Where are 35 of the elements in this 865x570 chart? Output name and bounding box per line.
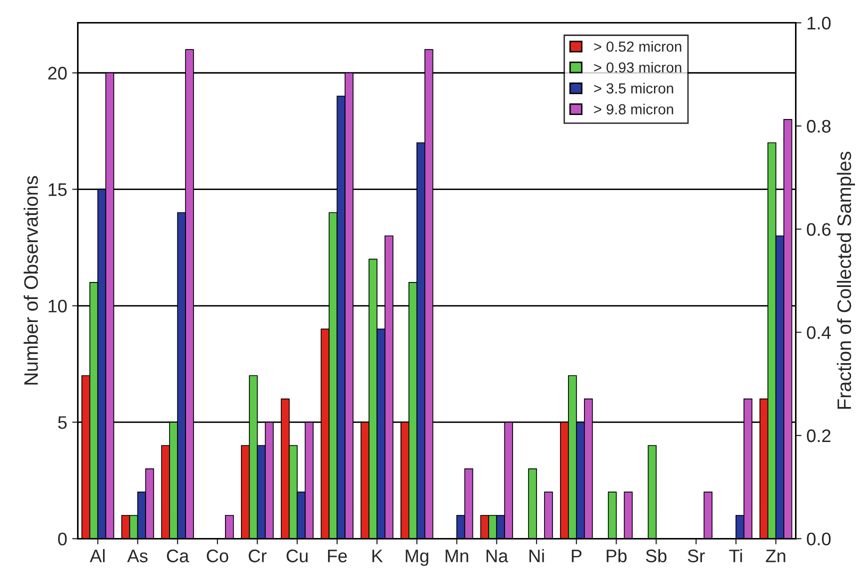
y2-tick-label: 0.2 <box>806 429 830 442</box>
y2-tick-label: 0.4 <box>806 326 831 340</box>
y2-axis-title: Fraction of Collected Samples <box>836 152 855 409</box>
y2-tick-label: 0.0 <box>806 532 831 546</box>
x-tick-label: Na <box>486 550 508 562</box>
x-tick-label: Mn <box>446 550 468 562</box>
y2-tick-label: 0.8 <box>806 120 831 133</box>
x-tick-label: As <box>127 550 148 562</box>
y2-tick-label: 1.0 <box>808 16 831 30</box>
y-tick-label: 5 <box>58 416 67 429</box>
legend-label: > 3.5 micron <box>594 82 674 94</box>
y-tick-label: 0 <box>58 532 67 546</box>
x-tick-label: Cr <box>248 550 267 562</box>
x-tick-label: Al <box>90 549 105 562</box>
legend-label: > 0.93 micron <box>594 62 682 73</box>
x-tick-label: Fe <box>328 550 347 562</box>
legend-label: > 9.8 micron <box>594 104 674 114</box>
x-tick-label: K <box>372 550 383 562</box>
x-tick-label: Zn <box>766 550 786 562</box>
y-tick-label: 20 <box>48 66 67 80</box>
y2-tick-label: 0.6 <box>806 223 831 236</box>
legend-label: > 0.52 micron <box>594 41 682 52</box>
x-tick-label: Pb <box>606 549 627 562</box>
y-tick-label: 10 <box>48 300 67 312</box>
x-tick-label: Sr <box>688 550 705 562</box>
x-tick-label: Ni <box>529 549 544 562</box>
x-tick-label: Ti <box>729 549 742 562</box>
y-tick-label: 15 <box>48 183 67 196</box>
x-tick-label: Sb <box>646 549 666 562</box>
x-tick-label: Cu <box>286 550 308 562</box>
x-tick-label: P <box>572 550 582 562</box>
x-tick-label: Ca <box>166 550 190 562</box>
x-tick-label: Co <box>206 550 228 562</box>
x-tick-label: Mg <box>406 550 428 566</box>
y-axis-title: Number of Observations <box>24 176 38 384</box>
